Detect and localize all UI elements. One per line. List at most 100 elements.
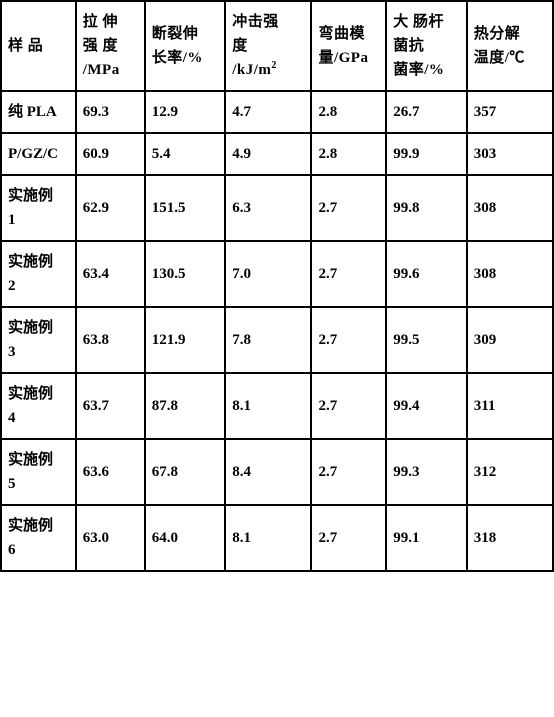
table-row: 实施例663.064.08.12.799.1318	[1, 505, 553, 571]
header-flexural-modulus: 弯曲模 量/GPa	[311, 1, 386, 91]
cell-decomposition-temp: 303	[467, 133, 553, 175]
header-decomp-l1: 热分解	[474, 26, 521, 42]
header-impact-sup: 2	[271, 60, 277, 71]
cell-antibacterial-rate: 99.5	[386, 307, 466, 373]
cell-elongation: 67.8	[145, 439, 225, 505]
cell-decomposition-temp: 318	[467, 505, 553, 571]
table-row: 纯 PLA69.312.94.72.826.7357	[1, 91, 553, 133]
cell-elongation: 130.5	[145, 241, 225, 307]
cell-tensile-strength: 63.7	[76, 373, 145, 439]
cell-antibacterial-rate: 99.4	[386, 373, 466, 439]
header-decomp-l2: 温度/℃	[474, 50, 525, 66]
cell-impact-strength: 6.3	[225, 175, 311, 241]
table-row: 实施例 5 63.667.88.42.799.3312	[1, 439, 553, 505]
cell-sample-l1: 实施例	[8, 188, 53, 204]
table-row: 实施例463.787.88.12.799.4311	[1, 373, 553, 439]
cell-antibacterial-rate: 99.3	[386, 439, 466, 505]
cell-elongation: 5.4	[145, 133, 225, 175]
cell-sample: 实施例 2	[1, 241, 76, 307]
cell-sample: 实施例3	[1, 307, 76, 373]
cell-sample-l2: 5	[8, 476, 16, 492]
cell-sample: 实施例 6	[1, 505, 76, 571]
header-tensile-l2: 强 度	[83, 38, 118, 54]
header-impact-l1: 冲击强	[232, 14, 279, 30]
header-antibacterial-l1: 大 肠杆	[393, 14, 444, 30]
header-row: 样 品 拉 伸 强 度 /MPa 断裂伸 长率/% 冲击强 度 /kJ/m2 弯…	[1, 1, 553, 91]
cell-decomposition-temp: 309	[467, 307, 553, 373]
cell-decomposition-temp: 357	[467, 91, 553, 133]
cell-tensile-strength: 63.4	[76, 241, 145, 307]
cell-sample-l1: 实施例	[8, 452, 53, 468]
cell-flexural-modulus: 2.7	[311, 505, 386, 571]
header-tensile-l1: 拉 伸	[83, 14, 118, 30]
cell-flexural-modulus: 2.8	[311, 133, 386, 175]
table-row: 实施例363.8121.97.82.799.5309	[1, 307, 553, 373]
cell-sample-l1: 实施例	[8, 320, 53, 336]
cell-flexural-modulus: 2.7	[311, 175, 386, 241]
header-tensile-l3: /MPa	[83, 62, 120, 78]
cell-flexural-modulus: 2.7	[311, 307, 386, 373]
table-header: 样 品 拉 伸 强 度 /MPa 断裂伸 长率/% 冲击强 度 /kJ/m2 弯…	[1, 1, 553, 91]
header-elongation-l2: 长率/%	[152, 50, 203, 66]
cell-impact-strength: 7.0	[225, 241, 311, 307]
cell-antibacterial-rate: 99.6	[386, 241, 466, 307]
cell-sample: 纯 PLA	[1, 91, 76, 133]
cell-impact-strength: 8.1	[225, 373, 311, 439]
cell-flexural-modulus: 2.7	[311, 373, 386, 439]
cell-tensile-strength: 69.3	[76, 91, 145, 133]
cell-antibacterial-rate: 99.9	[386, 133, 466, 175]
cell-impact-strength: 8.4	[225, 439, 311, 505]
table-row: P/GZ/C60.95.44.92.899.9303	[1, 133, 553, 175]
cell-tensile-strength: 63.6	[76, 439, 145, 505]
cell-elongation: 12.9	[145, 91, 225, 133]
cell-tensile-strength: 60.9	[76, 133, 145, 175]
cell-impact-strength: 7.8	[225, 307, 311, 373]
cell-impact-strength: 4.7	[225, 91, 311, 133]
header-tensile-strength: 拉 伸 强 度 /MPa	[76, 1, 145, 91]
cell-elongation: 151.5	[145, 175, 225, 241]
header-impact-strength: 冲击强 度 /kJ/m2	[225, 1, 311, 91]
cell-sample-l1: 实施例	[8, 254, 53, 270]
cell-tensile-strength: 62.9	[76, 175, 145, 241]
header-antibacterial: 大 肠杆 菌抗 菌率/%	[386, 1, 466, 91]
material-properties-table: 样 品 拉 伸 强 度 /MPa 断裂伸 长率/% 冲击强 度 /kJ/m2 弯…	[0, 0, 554, 572]
header-sample: 样 品	[1, 1, 76, 91]
cell-flexural-modulus: 2.8	[311, 91, 386, 133]
header-impact-l2: 度	[232, 38, 248, 54]
cell-tensile-strength: 63.8	[76, 307, 145, 373]
cell-sample-l2: 1	[8, 212, 16, 228]
cell-decomposition-temp: 312	[467, 439, 553, 505]
header-flexural-l2: 量/GPa	[318, 50, 368, 66]
header-impact-l3: /kJ/m	[232, 62, 271, 78]
cell-sample-l2: 6	[8, 542, 16, 558]
cell-sample: 实施例4	[1, 373, 76, 439]
header-flexural-l1: 弯曲模	[318, 26, 365, 42]
cell-sample-l2: 2	[8, 278, 16, 294]
table-body: 纯 PLA69.312.94.72.826.7357P/GZ/C60.95.44…	[1, 91, 553, 571]
table-row: 实施例 1 62.9151.56.32.799.8308	[1, 175, 553, 241]
cell-impact-strength: 8.1	[225, 505, 311, 571]
cell-sample: P/GZ/C	[1, 133, 76, 175]
cell-elongation: 87.8	[145, 373, 225, 439]
cell-sample-l1: 实施例	[8, 518, 53, 534]
cell-flexural-modulus: 2.7	[311, 241, 386, 307]
cell-elongation: 64.0	[145, 505, 225, 571]
header-decomposition-temp: 热分解 温度/℃	[467, 1, 553, 91]
cell-antibacterial-rate: 26.7	[386, 91, 466, 133]
cell-elongation: 121.9	[145, 307, 225, 373]
cell-decomposition-temp: 308	[467, 241, 553, 307]
header-antibacterial-l3: 菌率/%	[393, 62, 444, 78]
cell-sample: 实施例 1	[1, 175, 76, 241]
cell-sample-l2: 4	[8, 410, 16, 426]
header-elongation: 断裂伸 长率/%	[145, 1, 225, 91]
cell-antibacterial-rate: 99.8	[386, 175, 466, 241]
cell-impact-strength: 4.9	[225, 133, 311, 175]
cell-decomposition-temp: 308	[467, 175, 553, 241]
header-sample-text: 样 品	[8, 38, 43, 54]
header-antibacterial-l2: 菌抗	[393, 38, 424, 54]
cell-decomposition-temp: 311	[467, 373, 553, 439]
cell-flexural-modulus: 2.7	[311, 439, 386, 505]
cell-antibacterial-rate: 99.1	[386, 505, 466, 571]
cell-sample: 实施例 5	[1, 439, 76, 505]
header-elongation-l1: 断裂伸	[152, 26, 199, 42]
